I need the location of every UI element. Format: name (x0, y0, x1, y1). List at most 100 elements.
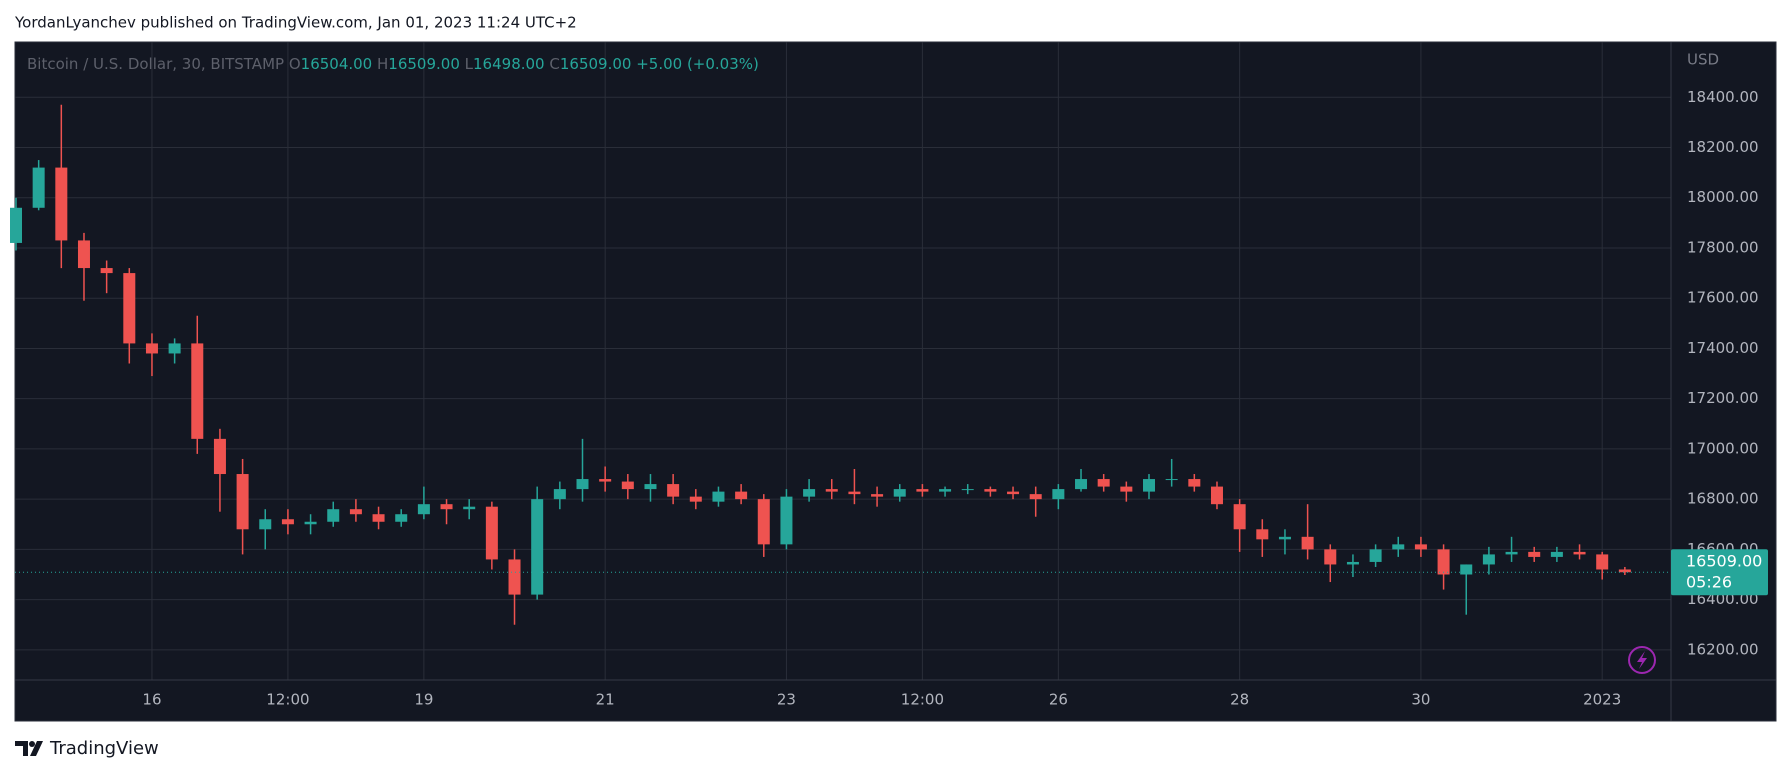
y-tick-label: 16200.00 (1687, 640, 1759, 658)
legend-key: O (289, 55, 301, 73)
candle-body (1278, 536, 1291, 540)
candle-body (825, 489, 838, 492)
candle-body (712, 491, 725, 502)
candle-body (1369, 549, 1382, 562)
candle-body (667, 484, 680, 497)
candle-body (893, 489, 906, 497)
footer-logo: TradingView (15, 738, 159, 759)
y-tick-label: 18200.00 (1687, 138, 1759, 156)
candle-body (780, 496, 793, 545)
legend-value: 16509.00 (560, 55, 632, 73)
candle-body (1075, 479, 1088, 490)
candle-body (916, 489, 929, 492)
y-tick-label: 17200.00 (1687, 389, 1759, 407)
candle-body (10, 207, 22, 243)
footer-brand: TradingView (49, 738, 159, 759)
candle-body (55, 167, 68, 241)
y-tick-label: 16800.00 (1687, 490, 1759, 508)
candles (10, 104, 1631, 625)
legend-key: H (377, 55, 388, 73)
candle-body (1188, 479, 1201, 487)
y-tick-label: 17800.00 (1687, 238, 1759, 256)
candle-body (531, 499, 544, 595)
candle-body (213, 438, 226, 475)
candle-body (304, 521, 317, 525)
y-tick-label: 17600.00 (1687, 289, 1759, 307)
candle-body (508, 559, 521, 595)
candle-body (1324, 549, 1337, 565)
countdown-label: 05:26 (1686, 573, 1732, 592)
candle-body (168, 343, 181, 354)
candle-body (1460, 564, 1473, 575)
x-tick-label: 2023 (1583, 691, 1621, 709)
candle-body (1414, 544, 1427, 550)
candle-body (145, 343, 158, 354)
candle-body (327, 509, 340, 522)
candle-body (757, 499, 770, 545)
candle-body (372, 514, 385, 522)
candle-body (599, 479, 612, 482)
x-tick-label: 30 (1411, 691, 1430, 709)
candle-body (123, 273, 136, 344)
ohlc-legend: Bitcoin / U.S. Dollar, 30, BITSTAMP O165… (27, 55, 759, 73)
y-axis-label: USD (1687, 51, 1719, 69)
x-tick-label: 16 (142, 691, 161, 709)
candle-body (735, 491, 748, 500)
candle-body (1528, 551, 1541, 557)
candle-body (77, 240, 90, 269)
logo-dot (29, 741, 35, 747)
x-tick-label: 12:00 (901, 691, 944, 709)
candle-body (463, 506, 476, 510)
candle-body (1233, 504, 1246, 530)
candle-body (1550, 551, 1563, 557)
x-tick-label: 26 (1049, 691, 1068, 709)
chart-panel (14, 41, 1777, 722)
candle-body (1437, 549, 1450, 575)
candle-body (100, 268, 113, 274)
candle-body (1301, 536, 1314, 550)
symbol: Bitcoin / U.S. Dollar, 30, BITSTAMP (27, 55, 284, 73)
legend-change: +5.00 (+0.03%) (636, 55, 759, 73)
lightning-button[interactable] (1628, 646, 1656, 674)
candle-body (576, 479, 589, 490)
candle-body (440, 504, 453, 510)
candle-body (961, 489, 974, 491)
legend-key: C (549, 55, 559, 73)
candle-body (1052, 489, 1065, 500)
candle-body (1097, 479, 1110, 487)
candle-body (848, 491, 861, 495)
candle-body (1573, 551, 1586, 555)
candle-body (1346, 561, 1359, 565)
legend-value: 16498.00 (473, 55, 545, 73)
legend-key: L (465, 55, 474, 73)
candle-body (1596, 554, 1609, 570)
candle-body (689, 496, 702, 502)
publish-title: YordanLyanchev published on TradingView.… (14, 14, 577, 32)
x-tick-label: 12:00 (266, 691, 309, 709)
candle-body (1256, 529, 1269, 540)
logo-slash (30, 741, 43, 756)
y-tick-label: 18000.00 (1687, 188, 1759, 206)
candle-body (644, 484, 657, 490)
last-price-label: 16509.00 (1686, 552, 1762, 571)
candle-body (281, 519, 294, 525)
last-price-tag (1671, 549, 1768, 596)
x-tick-label: 28 (1230, 691, 1249, 709)
candle-body (236, 474, 249, 530)
lightning-icon (1637, 651, 1647, 669)
y-tick-label: 18400.00 (1687, 88, 1759, 106)
candle-body (871, 494, 884, 497)
candle-body (417, 504, 430, 515)
candle-body (191, 343, 204, 439)
x-tick-label: 23 (777, 691, 796, 709)
candle-body (1120, 486, 1133, 492)
lightning-circle (1628, 646, 1656, 674)
legend-value: 16504.00 (301, 55, 373, 73)
candle-body (984, 489, 997, 492)
candle-body (553, 489, 566, 500)
candle-body (1165, 479, 1178, 481)
candle-body (1210, 486, 1223, 505)
candle-body (1618, 569, 1631, 573)
candle-body (1143, 479, 1155, 492)
